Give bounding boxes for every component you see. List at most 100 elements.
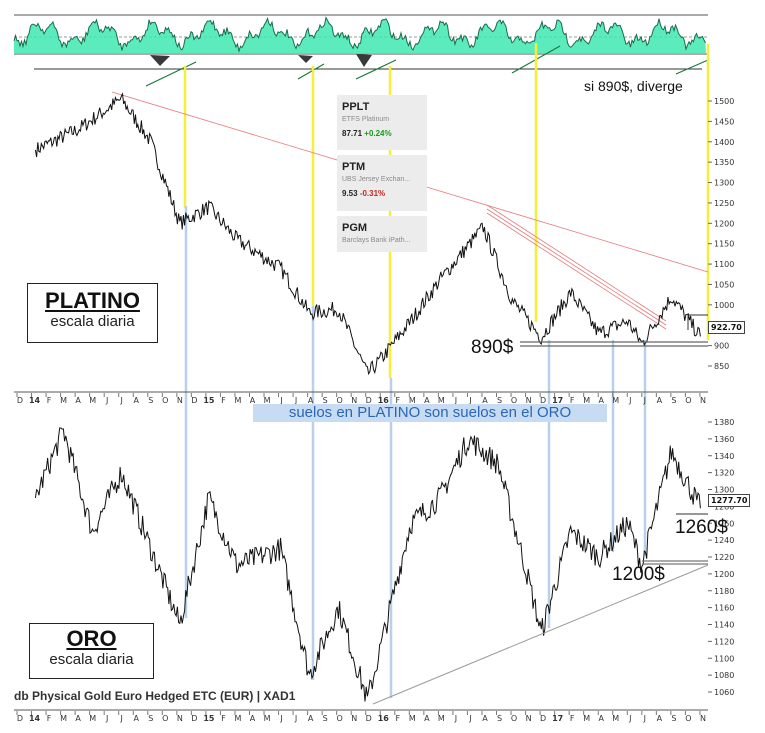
gold-source-label: db Physical Gold Euro Hedged ETC (EUR) |… [14, 689, 296, 703]
platinum-x-tick-label: A [134, 396, 140, 405]
oscillator-trend-3 [355, 59, 397, 80]
platinum-x-tick-label: F [47, 396, 52, 405]
gold-y-tick-label: 1180 [714, 587, 734, 596]
platinum-y-tick-label: 1350 [714, 158, 734, 167]
oscillator-dip-2 [298, 55, 313, 63]
gold-x-tick-label: J [628, 714, 631, 723]
gold-x-axis: D 14 F M A M J J A S O N D 15 F M A M J J A S O N D 16 F M A M J J A S O N D… [16, 711, 706, 723]
ticker-symbol: PPLT [342, 101, 370, 113]
platinum-x-tick-label: A [250, 396, 256, 405]
gold-x-tick-label: J [279, 714, 282, 723]
gold-x-tick-label: J [643, 714, 646, 723]
platinum-x-tick-label: N [351, 396, 357, 405]
platinum-support-label: 890$ [471, 337, 514, 358]
platinum-x-axis: D 14 F M A M J J A S O N D 15 F M A M J J A S O N D 16 F M A M J J A S O N D… [16, 393, 706, 405]
gold-x-tick-label: A [250, 714, 256, 723]
ticker-card-pplt[interactable]: PPLT ETFS Platinum 87.71 +0.24% [337, 95, 427, 150]
gold-x-tick-label: F [395, 714, 400, 723]
oscillator-dip-1 [150, 55, 170, 66]
platinum-x-tick-label: D [540, 396, 546, 405]
gold-x-tick-label: O [511, 714, 517, 723]
platinum-x-tick-label: M [235, 396, 242, 405]
platinum-y-tick-label: 1400 [714, 138, 734, 147]
gold-x-tick-label: F [221, 714, 226, 723]
gold-x-tick-label: N [700, 714, 706, 723]
gold-x-tick-label: M [235, 714, 242, 723]
gold-x-tick-label: A [308, 714, 314, 723]
ticker-price: 87.71 [342, 129, 363, 138]
platinum-title: PLATINO [45, 288, 140, 313]
diverge-label: si 890$, diverge [584, 78, 683, 94]
gold-y-tick-label: 1260 [714, 519, 734, 528]
gold-y-tick-label: 1220 [714, 553, 734, 562]
platinum-x-tick-label: M [612, 396, 619, 405]
blue-markers [184, 206, 647, 698]
platinum-trendline-c [486, 212, 667, 330]
gold-x-tick-label: M [583, 714, 590, 723]
oscillator-trend-1 [145, 61, 197, 87]
gold-title: ORO [66, 626, 117, 651]
platinum-x-tick-label: M [583, 396, 590, 405]
platinum-x-tick-label: O [337, 396, 343, 405]
platinum-x-tick-label: M [60, 396, 67, 405]
ticker-name: UBS Jersey Exchan... [342, 176, 411, 183]
gold-x-tick-label: 16 [378, 714, 390, 723]
gold-x-tick-label: 15 [203, 714, 215, 723]
gold-x-tick-label: M [89, 714, 96, 723]
platinum-x-tick-label: F [221, 396, 226, 405]
gold-x-tick-label: M [612, 714, 619, 723]
gold-y-tick-label: 1080 [714, 671, 734, 680]
gold-x-tick-label: A [482, 714, 488, 723]
platinum-x-tick-label: J [105, 396, 108, 405]
gold-x-tick-label: A [134, 714, 140, 723]
ticker-card-ptm[interactable]: PTM UBS Jersey Exchan... 9.53 -0.31% [337, 155, 427, 211]
gold-y-tick-label: 1200 [714, 570, 734, 579]
oscillator-trend-5 [675, 59, 709, 75]
gold-rising-trendline [372, 564, 709, 705]
platinum-x-tick-label: 16 [378, 396, 390, 405]
platinum-x-tick-label: J [628, 396, 631, 405]
platinum-x-tick-label: 17 [552, 396, 563, 405]
ticker-card-pgm[interactable]: PGM Barclays Bank iPath... [337, 216, 427, 252]
platinum-x-tick-label: J [454, 396, 457, 405]
gold-x-tick-label: O [685, 714, 691, 723]
platinum-y-tick-label: 900 [714, 342, 729, 351]
platinum-x-tick-label: D [191, 396, 197, 405]
platinum-x-tick-label: O [685, 396, 691, 405]
oscillator-line [13, 16, 706, 53]
oscillator-trend-2 [297, 63, 325, 80]
gold-title-box: ORO escala diaria [29, 623, 154, 679]
platinum-x-tick-label: D [17, 396, 23, 405]
gold-x-tick-label: F [570, 714, 575, 723]
gold-x-tick-label: J [294, 714, 297, 723]
platinum-x-tick-label: J [120, 396, 123, 405]
gold-y-tick-label: 1300 [714, 486, 734, 495]
annotation-banner: suelos en PLATINO son suelos en el ORO [253, 404, 607, 422]
gold-x-tick-label: A [424, 714, 430, 723]
platinum-x-tick-label: 15 [203, 396, 215, 405]
ticker-symbol: PTM [342, 161, 366, 173]
gold-x-tick-label: M [264, 714, 271, 723]
platinum-y-tick-label: 1250 [714, 199, 734, 208]
gold-price-tag: 1277.70 [708, 494, 751, 507]
platinum-x-tick-label: J [294, 396, 297, 405]
platinum-x-tick-label: N [177, 396, 183, 405]
gold-y-tick-label: 1060 [714, 688, 734, 697]
gold-y-tick-label: 1320 [714, 469, 734, 478]
platinum-y-tick-label: 1150 [714, 240, 734, 249]
platinum-x-tick-label: O [511, 396, 517, 405]
platinum-x-tick-label: D [366, 396, 372, 405]
ticker-quote: 87.71 +0.24% [337, 123, 427, 138]
gold-y-tick-label: 1360 [714, 435, 734, 444]
gold-x-tick-label: N [351, 714, 357, 723]
gold-price-line [34, 427, 701, 702]
platinum-price-line [34, 92, 701, 376]
ticker-price: 9.53 [342, 189, 358, 198]
platinum-title-box: PLATINO escala diaria [27, 283, 158, 343]
ticker-name: Barclays Bank iPath... [342, 237, 411, 244]
platinum-x-tick-label: J [468, 396, 471, 405]
platinum-x-tick-label: S [323, 396, 328, 405]
ticker-change: -0.31% [359, 189, 386, 198]
platinum-x-tick-label: J [643, 396, 646, 405]
ticker-quote: 9.53 -0.31% [337, 183, 427, 198]
